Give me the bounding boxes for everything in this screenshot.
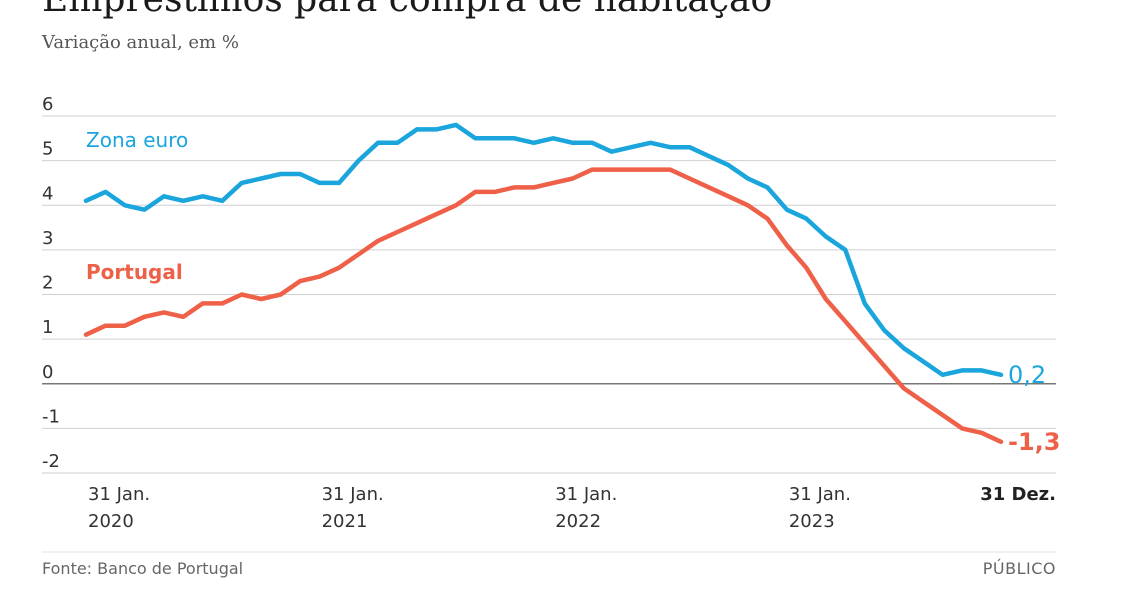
publisher-brand: PÚBLICO <box>982 559 1056 578</box>
y-tick-label: 4 <box>42 183 53 204</box>
y-tick-label: 3 <box>42 228 53 249</box>
chart-subtitle: Variação anual, em % <box>42 32 239 53</box>
grid-lines <box>42 115 1056 474</box>
y-tick-label: 1 <box>42 317 53 338</box>
x-tick-year: 2021 <box>322 511 368 532</box>
y-tick-label: 6 <box>42 94 53 115</box>
x-tick-year: 2023 <box>789 511 835 532</box>
series-line-zona-euro <box>83 122 1004 378</box>
y-axis-ticks: 6 5 4 3 2 1 0 -1 -2 <box>42 94 60 472</box>
series-name-label: Zona euro <box>86 128 188 152</box>
source-note: Fonte: Banco de Portugal <box>42 559 244 578</box>
x-tick-label: 31 Jan. <box>789 484 851 505</box>
y-tick-label: 2 <box>42 273 53 294</box>
series-labels: Zona euro 0,2 Portugal -1,3 <box>86 128 1060 456</box>
chart-title: Empréstimos para compra de habitação <box>42 0 772 20</box>
x-axis-ticks: 31 Jan. 2020 31 Jan. 2021 31 Jan. 2022 31 Jan.… <box>88 484 1056 532</box>
series-name-label: Portugal <box>86 260 183 284</box>
x-tick-year: 2022 <box>555 511 601 532</box>
x-tick-label: 31 Jan. <box>322 484 384 505</box>
series-end-value: -1,3 <box>1008 428 1060 456</box>
x-tick-label: 31 Jan. <box>555 484 617 505</box>
x-tick-label: 31 Jan. <box>88 484 150 505</box>
x-tick-year: 2020 <box>88 511 134 532</box>
series-end-value: 0,2 <box>1008 361 1046 389</box>
series-lines <box>83 122 1004 445</box>
y-tick-label: 5 <box>42 139 53 160</box>
y-tick-label: 0 <box>42 362 53 383</box>
y-tick-label: -2 <box>42 451 60 472</box>
y-tick-label: -1 <box>42 406 60 427</box>
series-line-portugal <box>83 167 1004 445</box>
x-tick-label: 31 Dez. <box>980 484 1056 505</box>
